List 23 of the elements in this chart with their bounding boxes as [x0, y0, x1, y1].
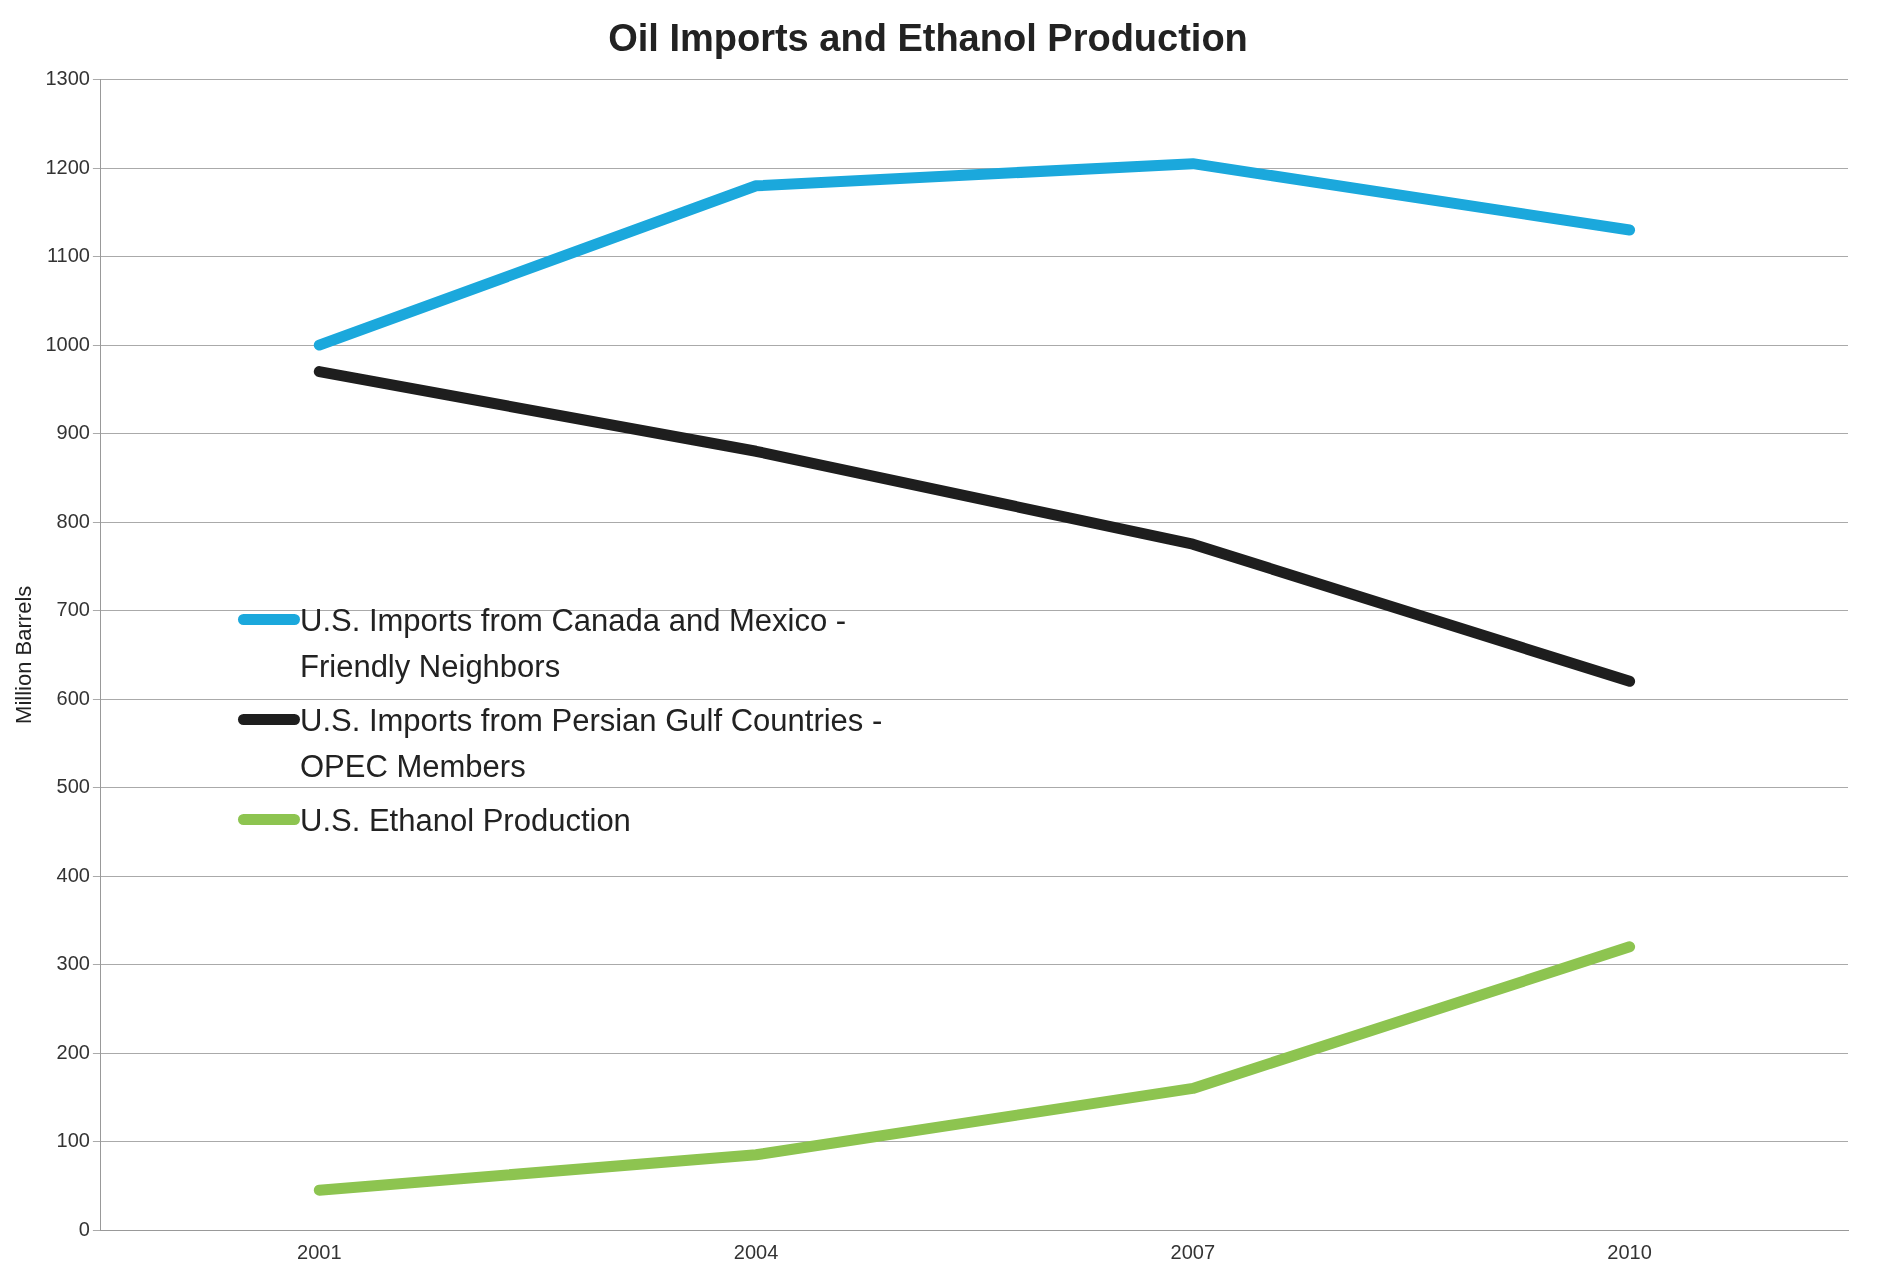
y-tick-label: 0 — [78, 1217, 90, 1240]
y-tick-label: 200 — [56, 1040, 90, 1063]
y-tick-label: 500 — [56, 775, 90, 798]
y-tick-label: 1200 — [45, 155, 90, 178]
y-tick-label: 1300 — [45, 67, 90, 90]
x-tick-label: 2007 — [1170, 1240, 1216, 1263]
y-tick-label: 100 — [56, 1129, 90, 1152]
y-tick-label: 600 — [56, 686, 90, 709]
y-tick-label: 1100 — [46, 244, 90, 267]
x-tick-label: 2010 — [1607, 1240, 1652, 1263]
y-tick-label: 1000 — [45, 332, 90, 355]
y-tick-label: 700 — [56, 598, 90, 621]
y-tick-label: 400 — [56, 863, 90, 886]
legend-label: U.S. Imports from Canada and Mexico - Friendly Neighbors — [300, 602, 848, 686]
y-axis-title: Million Barrels — [11, 585, 37, 724]
x-tick-label: 2001 — [297, 1240, 342, 1263]
y-tick-label: 900 — [56, 421, 90, 444]
y-tick-label: 300 — [56, 952, 90, 975]
chart-title: Oil Imports and Ethanol Production — [608, 17, 1248, 60]
x-tick-label: 2004 — [733, 1240, 779, 1263]
legend-label: U.S. Ethanol Production — [300, 802, 631, 840]
y-tick-label: 800 — [56, 509, 90, 532]
legend-label: U.S. Imports from Persian Gulf Countries - OPEC Members — [300, 702, 884, 786]
